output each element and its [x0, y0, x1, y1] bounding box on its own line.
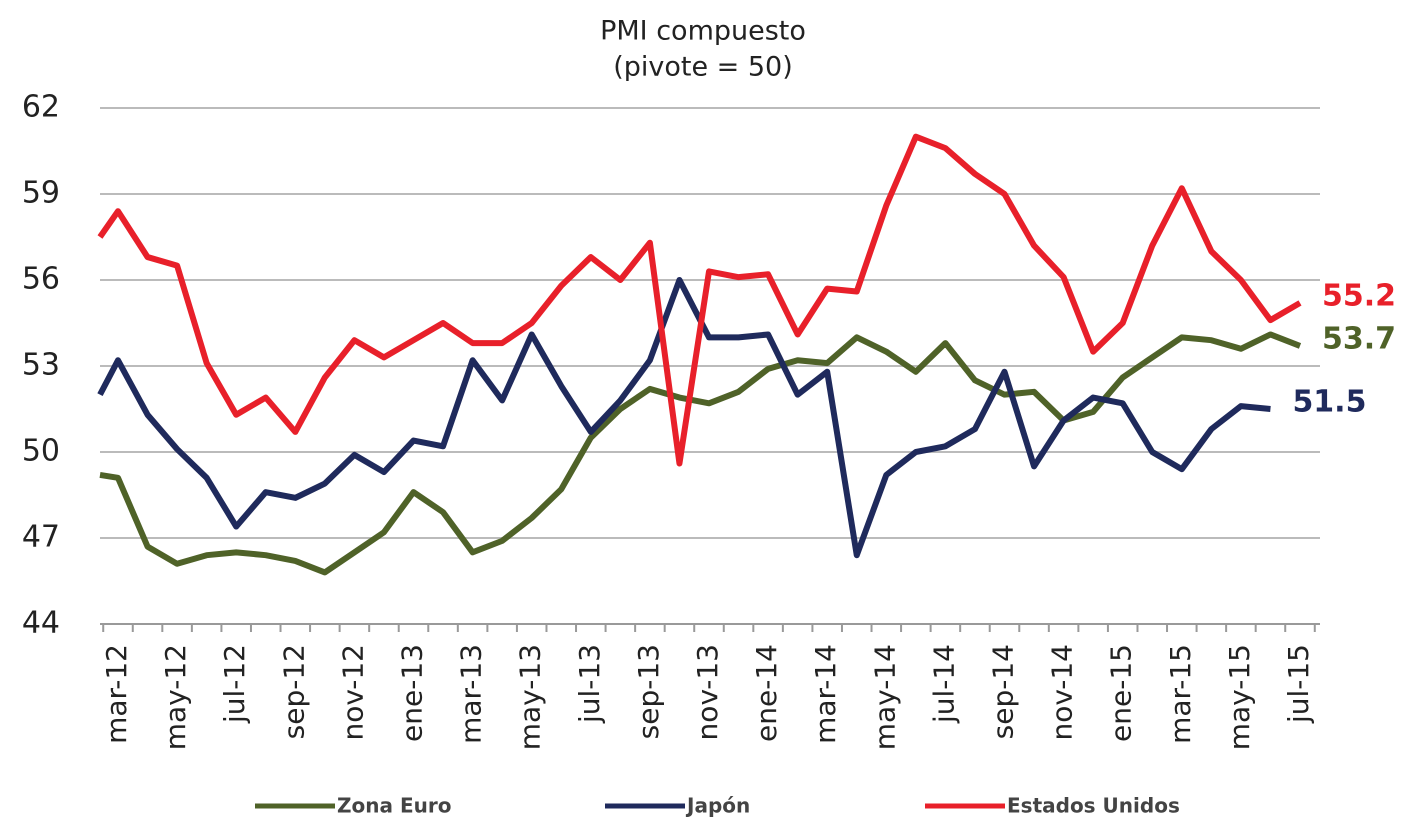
- chart-title: PMI compuesto: [600, 16, 806, 47]
- end-value-label: 53.7: [1322, 321, 1396, 356]
- series-line: [97, 277, 1271, 559]
- x-tick-label: mar-13: [455, 644, 488, 744]
- series-line: [99, 331, 1302, 576]
- end-value-label: 55.2: [1322, 278, 1396, 313]
- x-tick-label: mar-12: [100, 644, 133, 744]
- legend-label: Estados Unidos: [1007, 794, 1180, 818]
- y-tick-label: 56: [22, 262, 60, 297]
- x-tick-label: ene-14: [750, 644, 783, 742]
- legend-label: Zona Euro: [337, 794, 451, 818]
- x-tick-label: nov-14: [1046, 644, 1079, 740]
- y-tick-label: 50: [22, 434, 60, 469]
- x-tick-label: may-13: [514, 644, 547, 750]
- end-value-label: 51.5: [1292, 385, 1366, 420]
- x-tick-label: may-15: [1223, 644, 1256, 750]
- y-tick-label: 62: [22, 90, 60, 125]
- x-tick-label: sep-12: [277, 644, 310, 739]
- x-tick-label: mar-14: [809, 644, 842, 744]
- x-tick-label: nov-12: [336, 644, 369, 740]
- y-tick-label: 53: [22, 348, 60, 383]
- x-tick-label: may-14: [868, 644, 901, 750]
- x-tick-label: jul-14: [927, 644, 960, 724]
- x-tick-label: ene-15: [1105, 644, 1138, 742]
- legend-label: Japón: [685, 794, 750, 818]
- x-tick-label: sep-13: [632, 644, 665, 739]
- y-tick-label: 47: [22, 520, 60, 555]
- x-tick-label: mar-15: [1164, 644, 1197, 744]
- series-line: [97, 133, 1302, 467]
- chart-subtitle: (pivote = 50): [613, 52, 793, 83]
- x-tick-label: jul-13: [573, 644, 606, 724]
- x-tick-label: ene-13: [396, 644, 429, 742]
- y-tick-label: 44: [22, 606, 60, 641]
- x-tick-label: nov-13: [691, 644, 724, 740]
- x-tick-label: jul-15: [1282, 644, 1315, 724]
- y-tick-label: 59: [22, 176, 60, 211]
- x-tick-label: sep-14: [987, 644, 1020, 739]
- x-tick-label: may-12: [159, 644, 192, 750]
- x-tick-label: jul-12: [218, 644, 251, 724]
